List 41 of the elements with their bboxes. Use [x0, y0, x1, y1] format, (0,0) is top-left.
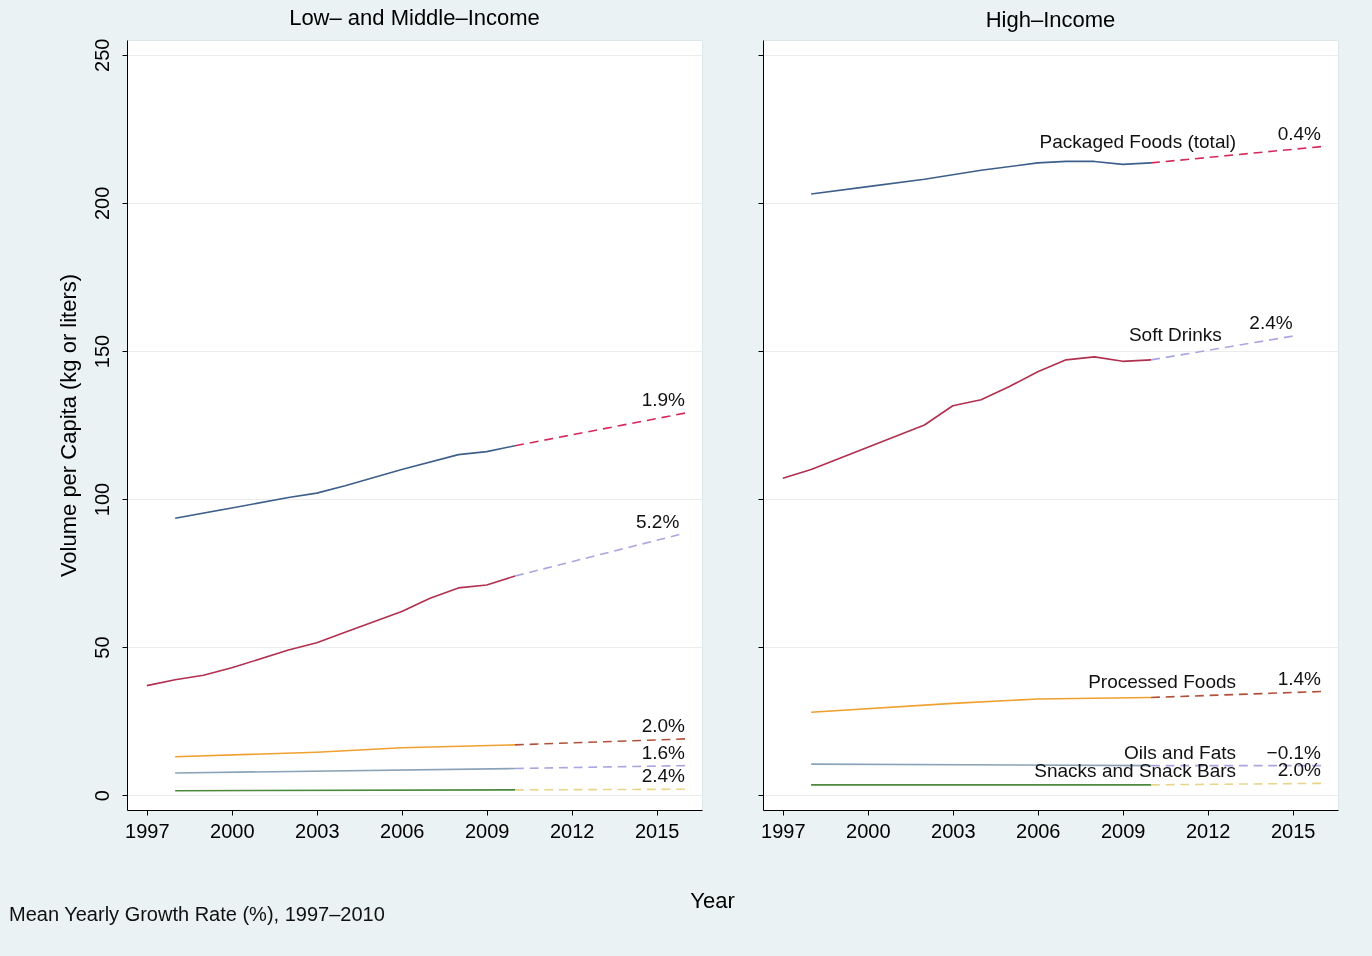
- line-series: [174, 444, 516, 520]
- y-tick-label: 100: [90, 482, 113, 517]
- chart-title: High–Income: [985, 7, 1116, 32]
- y-tick-label: 0: [90, 790, 113, 802]
- x-tick-label: 2009: [1100, 819, 1146, 842]
- x-tick-label: 2006: [1016, 819, 1061, 842]
- annotation: Processed Foods: [1088, 670, 1237, 692]
- line-series: [146, 575, 516, 687]
- chart-title: Low– and Middle–Income: [289, 5, 540, 31]
- y-axis-title: Volume per Capita (kg or liters): [55, 273, 81, 578]
- annotation: 1.9%: [641, 389, 686, 411]
- x-tick-label: 2000: [846, 819, 891, 842]
- annotation: 2.0%: [641, 714, 686, 736]
- annotation: Snacks and Snack Bars: [1034, 760, 1237, 782]
- annotation: 5.2%: [636, 510, 680, 532]
- x-tick-label: 2015: [634, 819, 680, 842]
- annotation: 1.6%: [641, 741, 686, 763]
- annotation: 2.4%: [641, 765, 686, 787]
- text: Mean Yearly Growth Rate (%), 1997–2010: [9, 903, 385, 925]
- x-tick-label: 2003: [931, 819, 976, 842]
- line-series: [174, 744, 516, 758]
- x-tick-label: 2006: [380, 819, 425, 842]
- annotation: Soft Drinks: [1128, 324, 1222, 345]
- y-tick-label: 200: [90, 186, 113, 221]
- y-tick-label: 50: [90, 636, 113, 659]
- x-tick-label: 2012: [1185, 819, 1231, 842]
- annotation: Packaged Foods (total): [1039, 130, 1237, 152]
- x-tick-label: 1997: [125, 819, 170, 842]
- x-tick-label: 2000: [210, 819, 255, 842]
- x-tick-label: 2012: [549, 819, 595, 842]
- y-tick-label: 250: [90, 38, 113, 72]
- y-tick-label: 150: [90, 334, 113, 369]
- x-axis-title: Year: [690, 887, 735, 913]
- annotation: 0.4%: [1277, 122, 1322, 144]
- x-tick-label: 2015: [1270, 819, 1316, 842]
- annotation: Oils and Fats: [1124, 741, 1237, 763]
- x-tick-label: 1997: [761, 819, 806, 842]
- annotation: 1.4%: [1277, 667, 1322, 689]
- x-tick-label: 2003: [295, 819, 340, 842]
- x-tick-label: 2009: [464, 819, 510, 842]
- annotation: 2.4%: [1249, 312, 1293, 334]
